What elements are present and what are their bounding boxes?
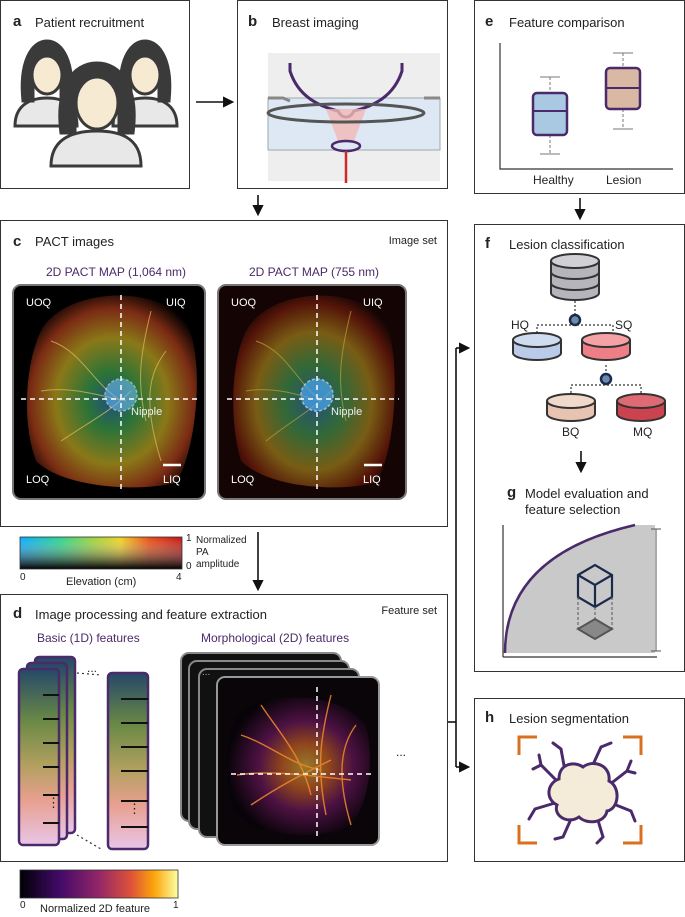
quadrant-uoq-2: UOQ <box>231 297 257 309</box>
colorbar1-side-label-3: amplitude <box>196 559 240 570</box>
panel-b-label: b <box>248 13 258 30</box>
images-dots-right: ... <box>396 745 407 759</box>
quadrant-liq-1: LIQ <box>163 474 181 486</box>
lesion-label: Lesion <box>606 173 642 187</box>
panel-c-label: c <box>13 233 22 250</box>
panel-d-title: Image processing and feature extraction <box>35 607 267 622</box>
image1-title: 2D PACT MAP (1,064 nm) <box>46 265 187 279</box>
quadrant-loq-1: LOQ <box>26 474 50 486</box>
bq-label: BQ <box>562 425 580 439</box>
panel-b-title: Breast imaging <box>272 15 359 30</box>
panel-e: e Feature comparison Healthy Lesion <box>474 0 685 194</box>
images-dots-top: ... <box>202 667 211 678</box>
colorbar1-tick-0: 0 <box>20 572 26 583</box>
healthy-box <box>531 91 569 137</box>
panel-f-label: f <box>485 235 490 252</box>
panel-h: h Lesion segmentation <box>474 698 685 862</box>
image2-title: 2D PACT MAP (755 nm) <box>249 265 380 279</box>
colorbar2-tick-1: 1 <box>173 900 179 911</box>
panel-h-label: h <box>485 709 495 726</box>
sq-label: SQ <box>615 318 633 332</box>
quadrant-uiq-1: UIQ <box>166 297 186 309</box>
colorbar1-xlabel: Elevation (cm) <box>66 576 137 588</box>
morph-features-title: Morphological (2D) features <box>201 631 350 645</box>
panel-a: a Patient recruitment <box>0 0 190 189</box>
panel-c-tag: Image set <box>388 235 437 247</box>
patients-icon <box>13 39 179 168</box>
strip-vdots-2: ⋮ <box>128 801 141 816</box>
panel-f-title: Lesion classification <box>509 237 625 252</box>
quadrant-uoq-1: UOQ <box>26 297 52 309</box>
quadrant-uiq-2: UIQ <box>363 297 383 309</box>
quadrant-liq-2: LIQ <box>363 474 381 486</box>
panel-d-tag: Feature set <box>381 605 437 617</box>
nipple-label-2: Nipple <box>331 406 363 418</box>
colorbar1-tick-4: 4 <box>176 572 182 583</box>
classification-tree <box>502 253 666 658</box>
feature-comparison-boxplot <box>499 43 673 170</box>
breast-imaging-illustration <box>266 53 441 183</box>
panel-h-title: Lesion segmentation <box>509 711 629 726</box>
panel-e-label: e <box>485 13 494 30</box>
panel-g-title-1: Model evaluation and <box>525 486 649 501</box>
nipple-label-1: Nipple <box>131 406 163 418</box>
healthy-label: Healthy <box>533 173 574 187</box>
colorbar1-tick-bottom: 0 <box>186 561 192 572</box>
pact-map-1064 <box>12 284 206 500</box>
hq-label: HQ <box>511 318 529 332</box>
colorbar2-tick-0: 0 <box>20 900 26 911</box>
feature-illustrations <box>17 652 380 851</box>
pact-map-755 <box>217 284 407 500</box>
mq-label: MQ <box>633 425 653 439</box>
panel-c-title: PACT images <box>35 234 114 249</box>
lesion-segmentation-illustration <box>517 735 643 845</box>
colorbar1-tick-top: 1 <box>186 533 192 544</box>
panel-a-label: a <box>13 13 22 30</box>
panel-g-title-2: feature selection <box>525 502 621 517</box>
panel-fg: f Lesion classification <box>474 224 685 672</box>
colorbar1-side-label-1: Normalized <box>196 535 247 546</box>
panel-d-label: d <box>13 605 23 622</box>
colorbar1-side-label-2: PA <box>196 547 209 558</box>
panel-b: b Breast imaging <box>237 0 448 189</box>
strip-dots: ... <box>87 661 98 675</box>
quadrant-loq-2: LOQ <box>231 474 255 486</box>
basic-features-title: Basic (1D) features <box>37 631 140 645</box>
colorbar2-label: Normalized 2D feature <box>40 903 151 915</box>
panel-g-label: g <box>507 484 517 501</box>
strip-vdots-1: ⋮ <box>47 795 60 810</box>
panel-c: c PACT images Image set 2D PACT MAP (1,0… <box>0 220 448 527</box>
panel-a-title: Patient recruitment <box>35 15 145 30</box>
panel-d: d Image processing and feature extractio… <box>0 594 448 862</box>
panel-e-title: Feature comparison <box>509 15 625 30</box>
